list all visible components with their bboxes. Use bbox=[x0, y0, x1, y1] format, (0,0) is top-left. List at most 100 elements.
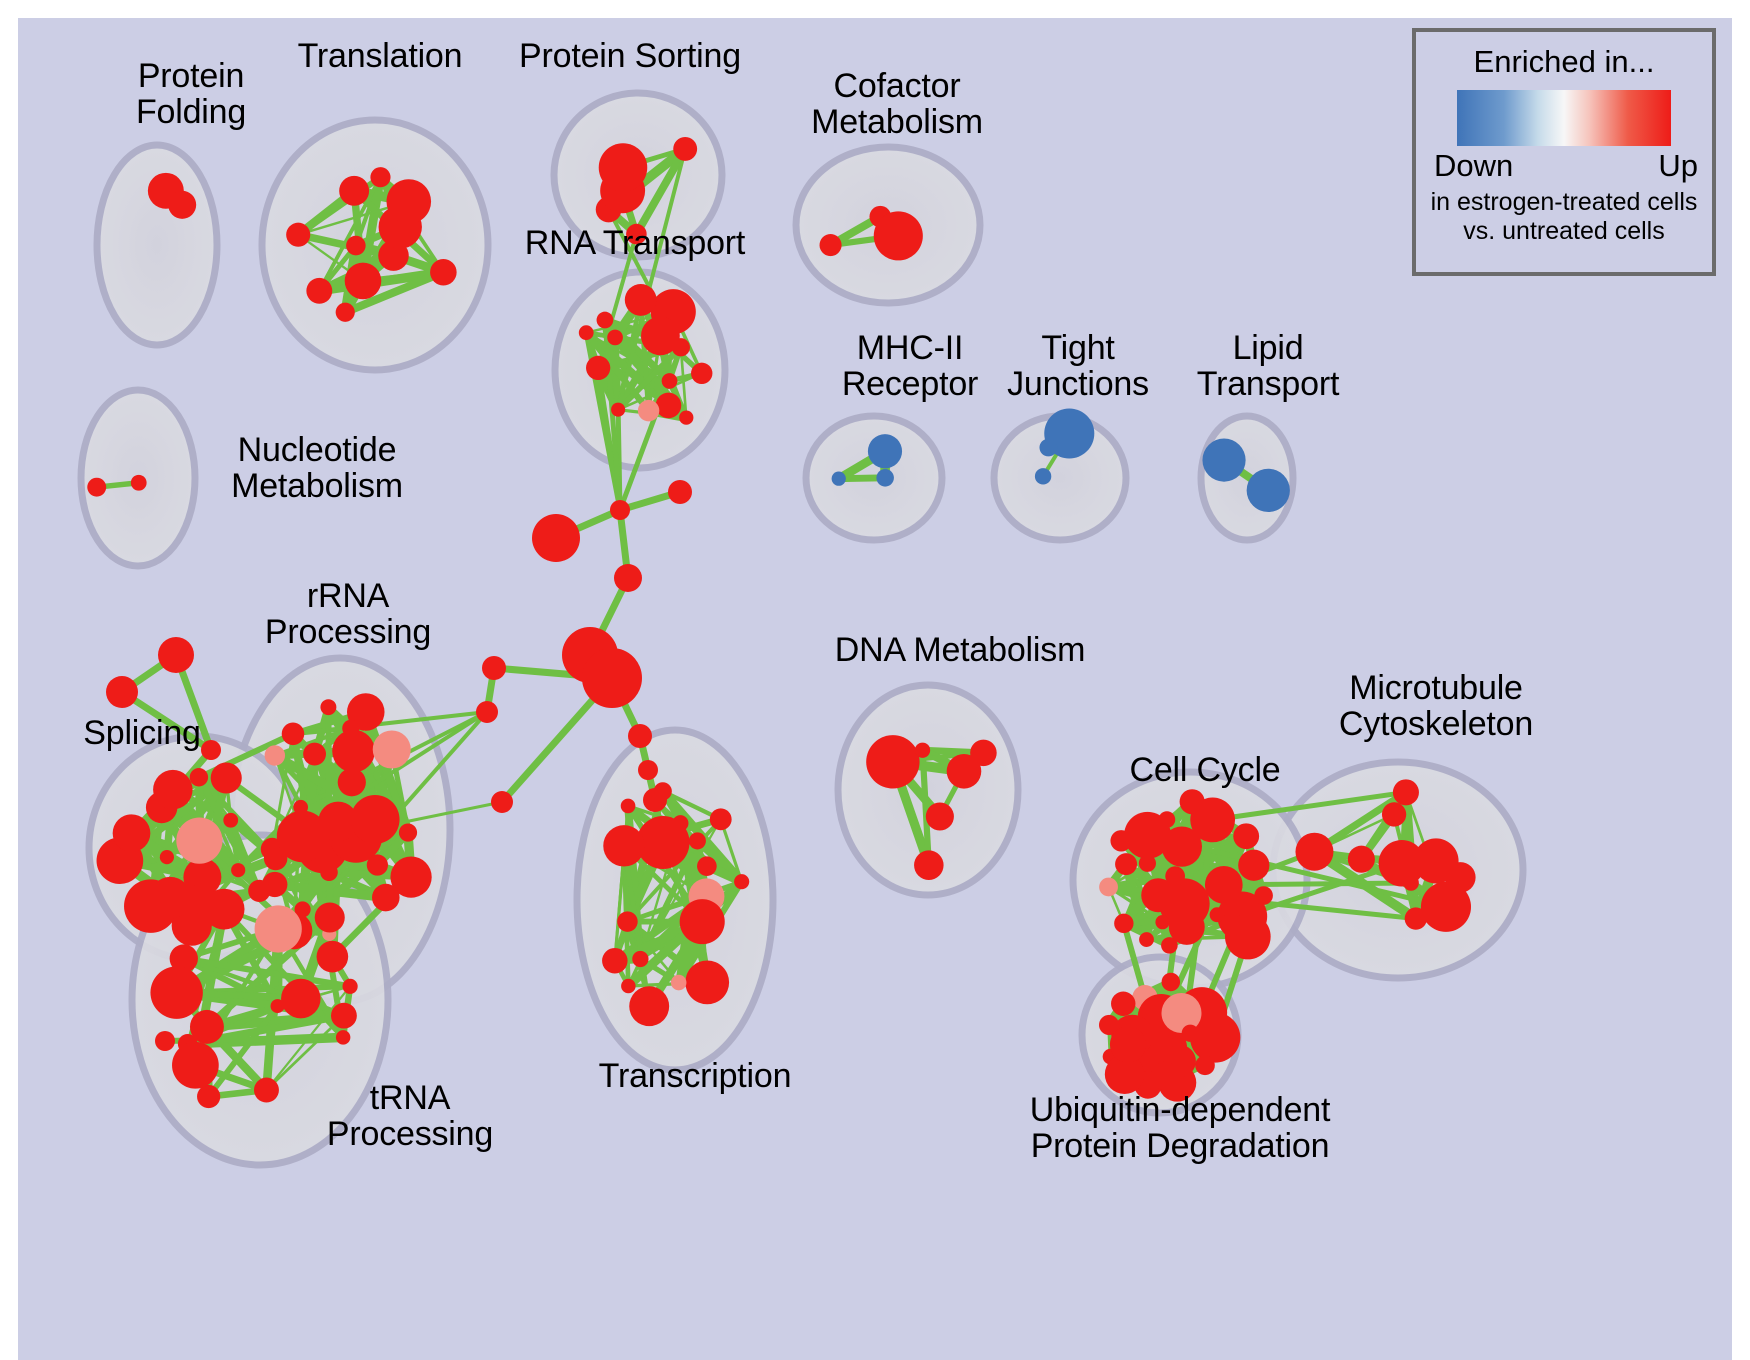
network-node bbox=[350, 794, 400, 844]
edge bbox=[583, 329, 652, 414]
network-node bbox=[1295, 832, 1334, 871]
network-node bbox=[611, 402, 626, 417]
network-node bbox=[482, 656, 506, 680]
network-node bbox=[201, 740, 221, 760]
cluster-label-trna-processing: tRNA Processing bbox=[326, 1079, 494, 1154]
network-node bbox=[679, 410, 694, 425]
network-node bbox=[337, 768, 366, 797]
network-node bbox=[320, 863, 338, 882]
network-node bbox=[342, 719, 360, 737]
network-node bbox=[1110, 830, 1132, 852]
network-node bbox=[1238, 849, 1270, 881]
network-node bbox=[203, 888, 245, 930]
network-node bbox=[819, 234, 842, 257]
network-node bbox=[1034, 468, 1052, 485]
network-node bbox=[210, 762, 242, 794]
network-node bbox=[970, 739, 997, 767]
network-node bbox=[876, 469, 894, 487]
network-node bbox=[709, 808, 732, 831]
network-node bbox=[1115, 853, 1138, 876]
network-node bbox=[1392, 779, 1419, 806]
network-node bbox=[366, 854, 388, 876]
network-node bbox=[346, 235, 366, 256]
network-node bbox=[532, 514, 580, 562]
network-node bbox=[638, 760, 658, 780]
network-node bbox=[171, 905, 212, 946]
network-node bbox=[1155, 915, 1170, 930]
edge bbox=[719, 817, 744, 884]
network-node bbox=[390, 856, 432, 898]
network-node bbox=[1111, 991, 1136, 1016]
edge bbox=[272, 726, 353, 758]
network-node bbox=[153, 769, 193, 810]
network-node bbox=[626, 223, 647, 245]
network-node bbox=[1190, 1012, 1241, 1063]
network-node bbox=[270, 999, 285, 1014]
network-node bbox=[1165, 866, 1186, 886]
network-node bbox=[866, 735, 920, 789]
edge bbox=[341, 268, 448, 317]
cluster-label-tight-junctions: Tight Junctions bbox=[1007, 329, 1149, 404]
network-node bbox=[582, 648, 642, 708]
network-node bbox=[1161, 826, 1202, 867]
network-node bbox=[641, 316, 680, 356]
cluster-label-lipid-transport: Lipid Transport bbox=[1196, 329, 1340, 404]
network-node bbox=[734, 874, 750, 890]
network-node bbox=[1138, 854, 1156, 872]
edge bbox=[616, 146, 688, 412]
network-node bbox=[248, 879, 271, 903]
network-node bbox=[1109, 1026, 1147, 1063]
network-node bbox=[303, 742, 327, 766]
edge bbox=[265, 1004, 279, 1092]
legend-title: Enriched in... bbox=[1473, 44, 1655, 79]
network-node bbox=[632, 950, 649, 968]
network-node bbox=[281, 978, 321, 1019]
network-node bbox=[339, 175, 370, 206]
network-node bbox=[370, 167, 391, 188]
network-node bbox=[1099, 877, 1118, 897]
network-node bbox=[106, 676, 138, 708]
cluster-label-microtubule-cytoskeleton: Microtubule Cytoskeleton bbox=[1338, 669, 1534, 744]
network-node bbox=[335, 1030, 351, 1045]
network-node bbox=[688, 832, 706, 850]
network-node bbox=[578, 325, 594, 341]
network-node bbox=[263, 846, 288, 871]
network-node bbox=[169, 944, 198, 973]
network-node bbox=[1254, 886, 1273, 905]
network-node bbox=[172, 1041, 219, 1089]
network-node bbox=[586, 355, 611, 381]
network-node bbox=[372, 730, 411, 769]
network-node bbox=[831, 471, 846, 486]
network-node bbox=[286, 222, 311, 247]
network-node bbox=[596, 311, 614, 329]
network-node bbox=[1381, 802, 1407, 827]
network-node bbox=[603, 825, 645, 867]
network-node bbox=[685, 960, 730, 1005]
network-node bbox=[670, 974, 687, 991]
edge bbox=[615, 344, 684, 413]
network-node bbox=[679, 899, 725, 945]
network-node bbox=[306, 277, 333, 304]
network-node bbox=[316, 940, 349, 973]
network-node bbox=[691, 362, 713, 385]
network-node bbox=[189, 1009, 224, 1044]
network-node bbox=[168, 190, 197, 219]
network-node bbox=[1413, 838, 1459, 884]
network-node bbox=[668, 480, 692, 504]
network-node bbox=[386, 179, 432, 224]
network-node bbox=[1139, 932, 1154, 947]
cluster-label-transcription: Transcription bbox=[598, 1057, 792, 1095]
network-node bbox=[281, 722, 305, 746]
network-node bbox=[197, 1084, 221, 1109]
network-node bbox=[254, 905, 302, 953]
network-node bbox=[1420, 881, 1472, 932]
network-node bbox=[112, 814, 151, 852]
network-node bbox=[330, 1002, 357, 1029]
network-node bbox=[476, 701, 498, 723]
cluster-label-protein-folding: Protein Folding bbox=[135, 57, 247, 132]
network-node bbox=[914, 742, 931, 758]
edge bbox=[118, 688, 215, 754]
cluster-label-rrna-processing: rRNA Processing bbox=[264, 577, 432, 652]
network-node bbox=[873, 211, 923, 261]
